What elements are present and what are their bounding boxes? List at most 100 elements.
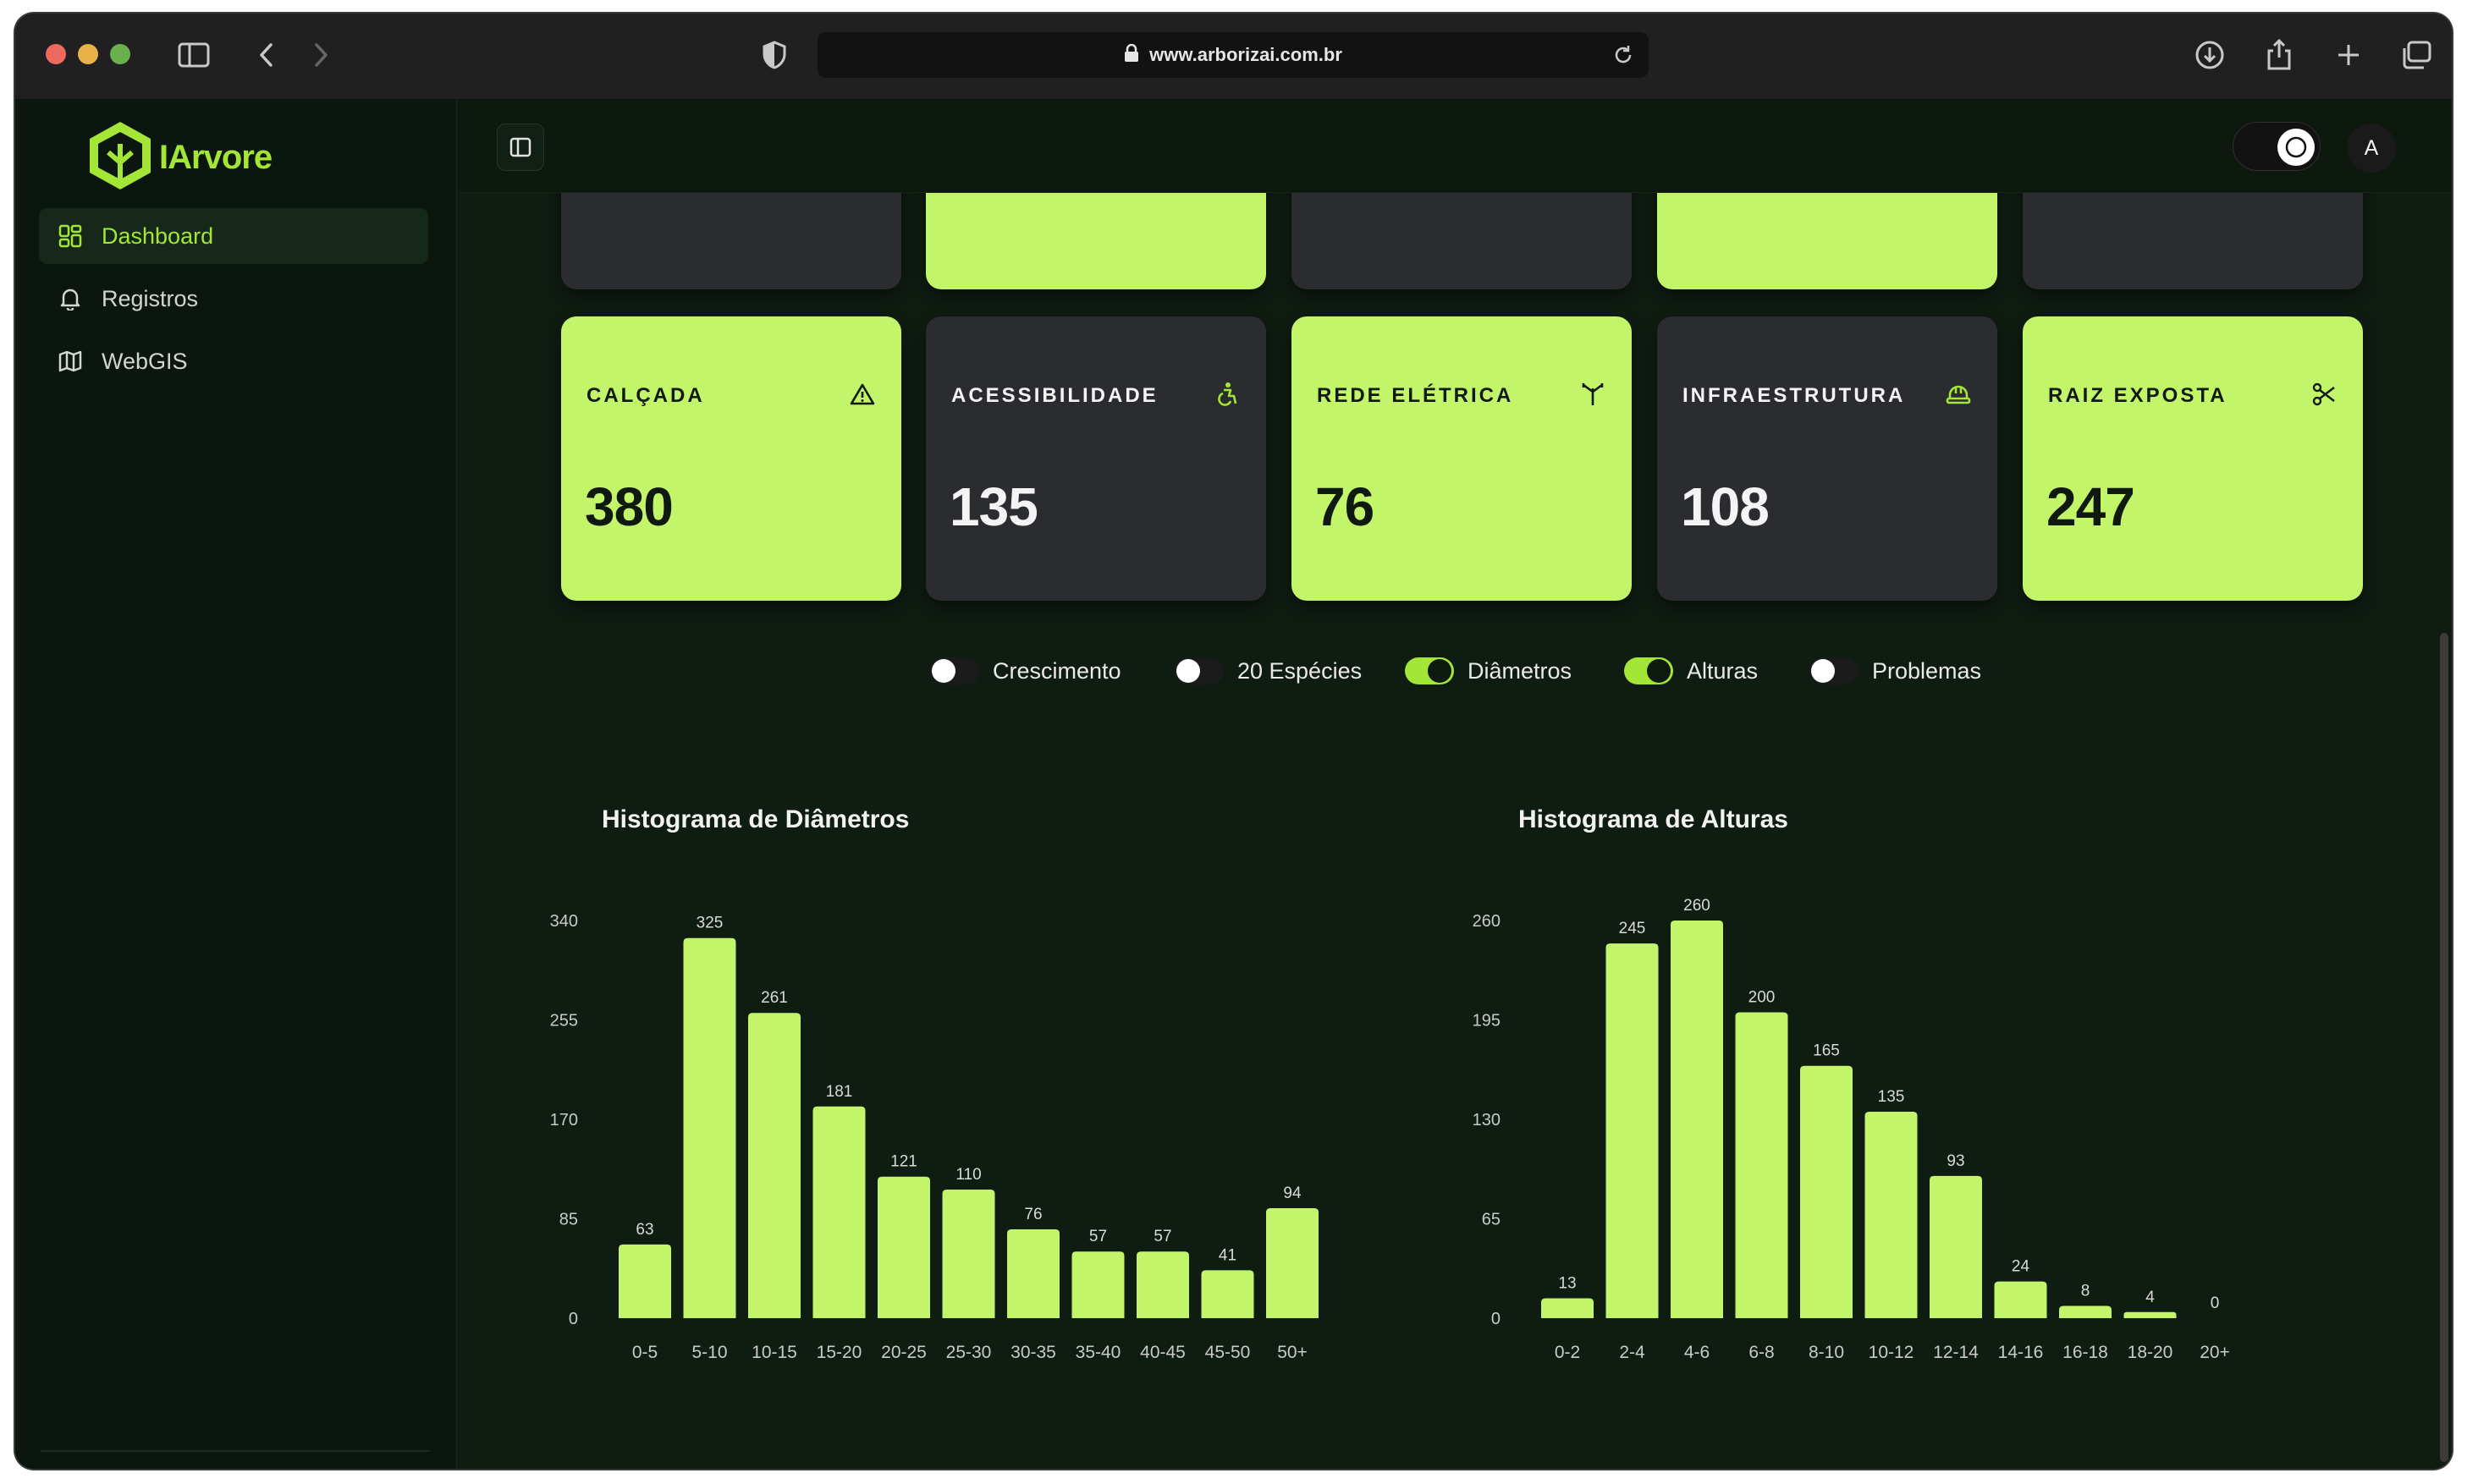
toggle-label: 20 Espécies [1237, 657, 1363, 684]
histogram-bar[interactable] [2059, 1305, 2112, 1318]
logo-text: IArvore [159, 139, 273, 176]
bar-value-label: 76 [1024, 1206, 1042, 1223]
url-text: www.arborizai.com.br [1149, 44, 1342, 65]
address-bar[interactable]: www.arborizai.com.br [818, 32, 1649, 78]
stat-card-raiz-exposta: RAIZ EXPOSTA 247 [2023, 316, 2363, 601]
logo[interactable]: IArvore [85, 118, 273, 197]
x-tick-label: 16-18 [2062, 1343, 2108, 1362]
bar-value-label: 110 [955, 1166, 981, 1184]
toggle-label: Diâmetros [1468, 657, 1572, 684]
sidebar-item-registros[interactable]: Registros [39, 271, 428, 327]
toggle-problemas[interactable]: Problemas [1809, 650, 1981, 692]
toggle-switch[interactable] [1175, 657, 1224, 684]
page-scrollbar[interactable] [2440, 633, 2448, 1462]
sidebar-toggle-icon[interactable] [176, 37, 212, 73]
card-value: 135 [950, 476, 1038, 537]
download-icon[interactable] [2192, 37, 2227, 73]
x-tick-label: 50+ [1277, 1343, 1308, 1362]
x-tick-label: 30-35 [1010, 1343, 1056, 1362]
histogram-bar[interactable] [1800, 1065, 1853, 1318]
toggle-switch[interactable] [930, 657, 979, 684]
sidebar-item-dashboard[interactable]: Dashboard [39, 208, 428, 264]
histogram-bar[interactable] [942, 1189, 995, 1318]
bar-value-label: 261 [761, 989, 788, 1007]
tree-logo-icon [85, 118, 156, 197]
map-icon [58, 349, 83, 374]
card-title: INFRAESTRUTURA [1682, 384, 1906, 407]
histogram-diametros: 0 85 170 255 340 63 0-5 325 5-10 261 10-15 181 15-20… [550, 912, 1319, 1362]
bar-value-label: 57 [1154, 1228, 1171, 1245]
bar-value-label: 165 [1813, 1042, 1840, 1060]
chart-title-alturas: Histograma de Alturas [1518, 805, 1788, 833]
bar-value-label: 181 [826, 1083, 853, 1101]
tabs-overview-icon[interactable] [2398, 37, 2434, 73]
histogram-bar[interactable] [2123, 1311, 2177, 1318]
toggle-switch[interactable] [1405, 657, 1454, 684]
x-tick-label: 40-45 [1140, 1343, 1186, 1362]
bar-value-label: 13 [1558, 1275, 1576, 1293]
x-tick-label: 12-14 [1933, 1343, 1979, 1362]
share-icon[interactable] [2261, 37, 2297, 73]
histogram-bar[interactable] [1541, 1298, 1594, 1319]
close-window-button[interactable] [46, 44, 66, 64]
histogram-bar[interactable] [1735, 1012, 1788, 1318]
scissors-icon [2309, 379, 2339, 409]
sidebar-item-label: Dashboard [102, 223, 214, 249]
main-content: A CALÇADA 380 ACESSIBILIDADE 135 REDE EL… [458, 100, 2452, 1469]
forward-icon[interactable] [303, 37, 339, 73]
maximize-window-button[interactable] [110, 44, 130, 64]
histogram-bar[interactable] [1930, 1175, 1982, 1318]
card-title: REDE ELÉTRICA [1317, 384, 1514, 407]
stat-card-infraestrutura: INFRAESTRUTURA 108 [1657, 316, 1997, 601]
x-tick-label: 18-20 [2128, 1343, 2173, 1362]
histogram-bar[interactable] [748, 1013, 801, 1318]
histogram-bar[interactable] [1266, 1208, 1319, 1318]
grid-icon [58, 223, 83, 249]
toggle-diametros[interactable]: Diâmetros [1405, 650, 1572, 692]
x-tick-label: 45-50 [1205, 1343, 1251, 1362]
toggle-crescimento[interactable]: Crescimento [930, 650, 1121, 692]
shield-icon[interactable] [757, 37, 792, 73]
toggle-label: Alturas [1687, 657, 1759, 684]
histogram-bar[interactable] [1071, 1251, 1125, 1318]
y-tick-label: 195 [1473, 1012, 1501, 1031]
chart-title-diametros: Histograma de Diâmetros [602, 805, 910, 833]
histogram-bar[interactable] [1671, 921, 1723, 1318]
histogram-bar[interactable] [1007, 1228, 1060, 1318]
card-value: 76 [1315, 476, 1374, 537]
back-icon[interactable] [249, 37, 284, 73]
new-tab-icon[interactable] [2331, 37, 2366, 73]
bar-value-label: 41 [1219, 1246, 1236, 1264]
toggle-switch[interactable] [1624, 657, 1673, 684]
minimize-window-button[interactable] [78, 44, 98, 64]
y-tick-label: 130 [1473, 1111, 1501, 1129]
warning-icon [847, 379, 878, 409]
histogram-bar[interactable] [1605, 943, 1659, 1318]
y-tick-label: 85 [559, 1211, 578, 1229]
theme-toggle[interactable] [2233, 122, 2321, 171]
y-tick-label: 0 [569, 1310, 578, 1328]
x-tick-label: 5-10 [691, 1343, 727, 1362]
toggle-switch[interactable] [1809, 657, 1859, 684]
histogram-bar[interactable] [1864, 1111, 1918, 1318]
collapse-sidebar-button[interactable] [497, 124, 544, 171]
histogram-bar[interactable] [619, 1244, 671, 1318]
card-title: CALÇADA [586, 384, 705, 407]
x-tick-label: 2-4 [1619, 1343, 1645, 1362]
card-value: 108 [1681, 476, 1770, 537]
histogram-bar[interactable] [683, 937, 736, 1318]
histogram-bar[interactable] [1201, 1270, 1254, 1318]
bar-value-label: 121 [890, 1153, 917, 1171]
avatar[interactable]: A [2347, 124, 2396, 173]
toggle-especies[interactable]: 20 Espécies [1175, 650, 1362, 692]
bar-value-label: 260 [1683, 897, 1710, 915]
histogram-bar[interactable] [1137, 1251, 1189, 1318]
x-tick-label: 10-12 [1869, 1343, 1914, 1362]
sidebar-item-webgis[interactable]: WebGIS [39, 333, 428, 389]
reload-icon[interactable] [1610, 41, 1637, 69]
bar-value-label: 325 [697, 915, 724, 932]
histogram-bar[interactable] [812, 1106, 866, 1318]
toggle-alturas[interactable]: Alturas [1624, 650, 1758, 692]
histogram-bar[interactable] [878, 1176, 930, 1318]
histogram-bar[interactable] [1994, 1281, 2047, 1318]
